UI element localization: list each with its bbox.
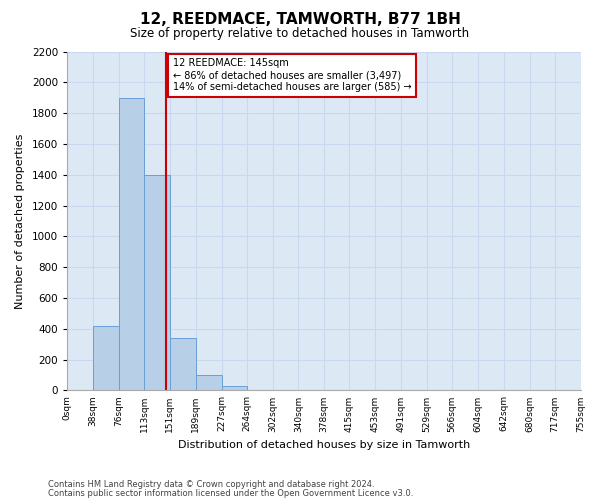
Bar	[119, 98, 144, 391]
Y-axis label: Number of detached properties: Number of detached properties	[15, 134, 25, 308]
Text: 12, REEDMACE, TAMWORTH, B77 1BH: 12, REEDMACE, TAMWORTH, B77 1BH	[140, 12, 460, 28]
Bar	[221, 386, 247, 390]
Text: Contains public sector information licensed under the Open Government Licence v3: Contains public sector information licen…	[48, 488, 413, 498]
X-axis label: Distribution of detached houses by size in Tamworth: Distribution of detached houses by size …	[178, 440, 470, 450]
Bar	[93, 326, 119, 390]
Text: Contains HM Land Registry data © Crown copyright and database right 2024.: Contains HM Land Registry data © Crown c…	[48, 480, 374, 489]
Text: 12 REEDMACE: 145sqm
← 86% of detached houses are smaller (3,497)
14% of semi-det: 12 REEDMACE: 145sqm ← 86% of detached ho…	[173, 58, 412, 92]
Bar	[170, 338, 196, 390]
Text: Size of property relative to detached houses in Tamworth: Size of property relative to detached ho…	[130, 28, 470, 40]
Bar	[196, 375, 221, 390]
Bar	[144, 174, 170, 390]
